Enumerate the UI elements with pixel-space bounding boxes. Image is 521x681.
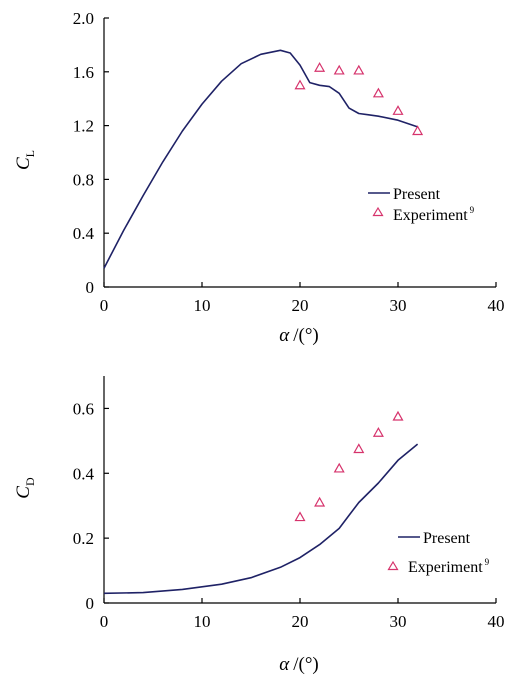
legend-label-experiment: Experiment 9 [393,205,475,224]
x-tick-label: 40 [488,296,505,315]
y-tick-label: 1.2 [73,117,94,136]
experiment-point [333,462,345,473]
plot-series [103,410,419,595]
y-tick-label: 1.6 [73,63,94,82]
x-tick-label: 0 [100,612,109,631]
x-tick-label: 10 [194,296,211,315]
series-line-present [103,443,419,595]
legend: Present Experiment 9 [387,530,490,576]
y-tick-label: 0.4 [73,464,95,483]
experiment-point [294,511,306,522]
x-axis-title: α/(°) [279,654,319,675]
y-tick-label: 2.0 [73,9,94,28]
x-tick-label: 0 [100,296,109,315]
series-line-present [103,49,418,269]
experiment-point [353,443,365,454]
legend-marker-experiment [372,206,384,217]
y-axis-title: CD [13,477,37,499]
x-tick-label: 30 [390,612,407,631]
y-tick-label: 0 [86,278,95,297]
x-axis-title: α/(°) [279,325,319,346]
experiment-point [392,410,404,421]
y-ticks: 0 0.2 0.4 0.6 [73,399,109,613]
experiment-point [314,62,326,72]
experiment-point [333,64,345,75]
y-ticks: 0 0.4 0.8 1.2 1.6 2.0 [73,9,109,297]
y-tick-label: 0.2 [73,529,94,548]
y-tick-label: 0 [86,594,95,613]
experiment-point [372,87,384,98]
drag-chart: 0 0.2 0.4 0.6 0 10 20 30 40 CD α/(°) Present Ex… [13,376,505,675]
legend: Present Experiment 9 [368,186,475,224]
experiment-point [392,105,404,115]
x-tick-label: 20 [292,612,309,631]
experiment-point [372,427,384,437]
x-tick-label: 20 [292,296,309,315]
legend-label-present: Present [393,186,441,203]
experiment-point [314,496,326,507]
x-ticks: 0 10 20 30 40 [100,598,505,631]
y-tick-label: 0.4 [73,224,95,243]
legend-label-experiment: Experiment 9 [408,557,490,576]
legend-label-present: Present [423,530,471,547]
x-tick-label: 10 [194,612,211,631]
x-tick-label: 40 [488,612,505,631]
experiment-point [353,64,365,75]
y-tick-label: 0.8 [73,170,94,189]
experiment-point [294,79,306,90]
plot-series [103,49,424,269]
experiment-point [412,125,424,136]
x-ticks: 0 10 20 30 40 [100,282,505,315]
legend-marker-experiment [387,560,399,571]
y-axis-title: CL [13,150,37,170]
lift-chart: 0 0.4 0.8 1.2 1.6 2.0 0 10 20 30 40 CL α/(°) Pres… [13,9,505,346]
x-tick-label: 30 [390,296,407,315]
y-tick-label: 0.6 [73,399,94,418]
